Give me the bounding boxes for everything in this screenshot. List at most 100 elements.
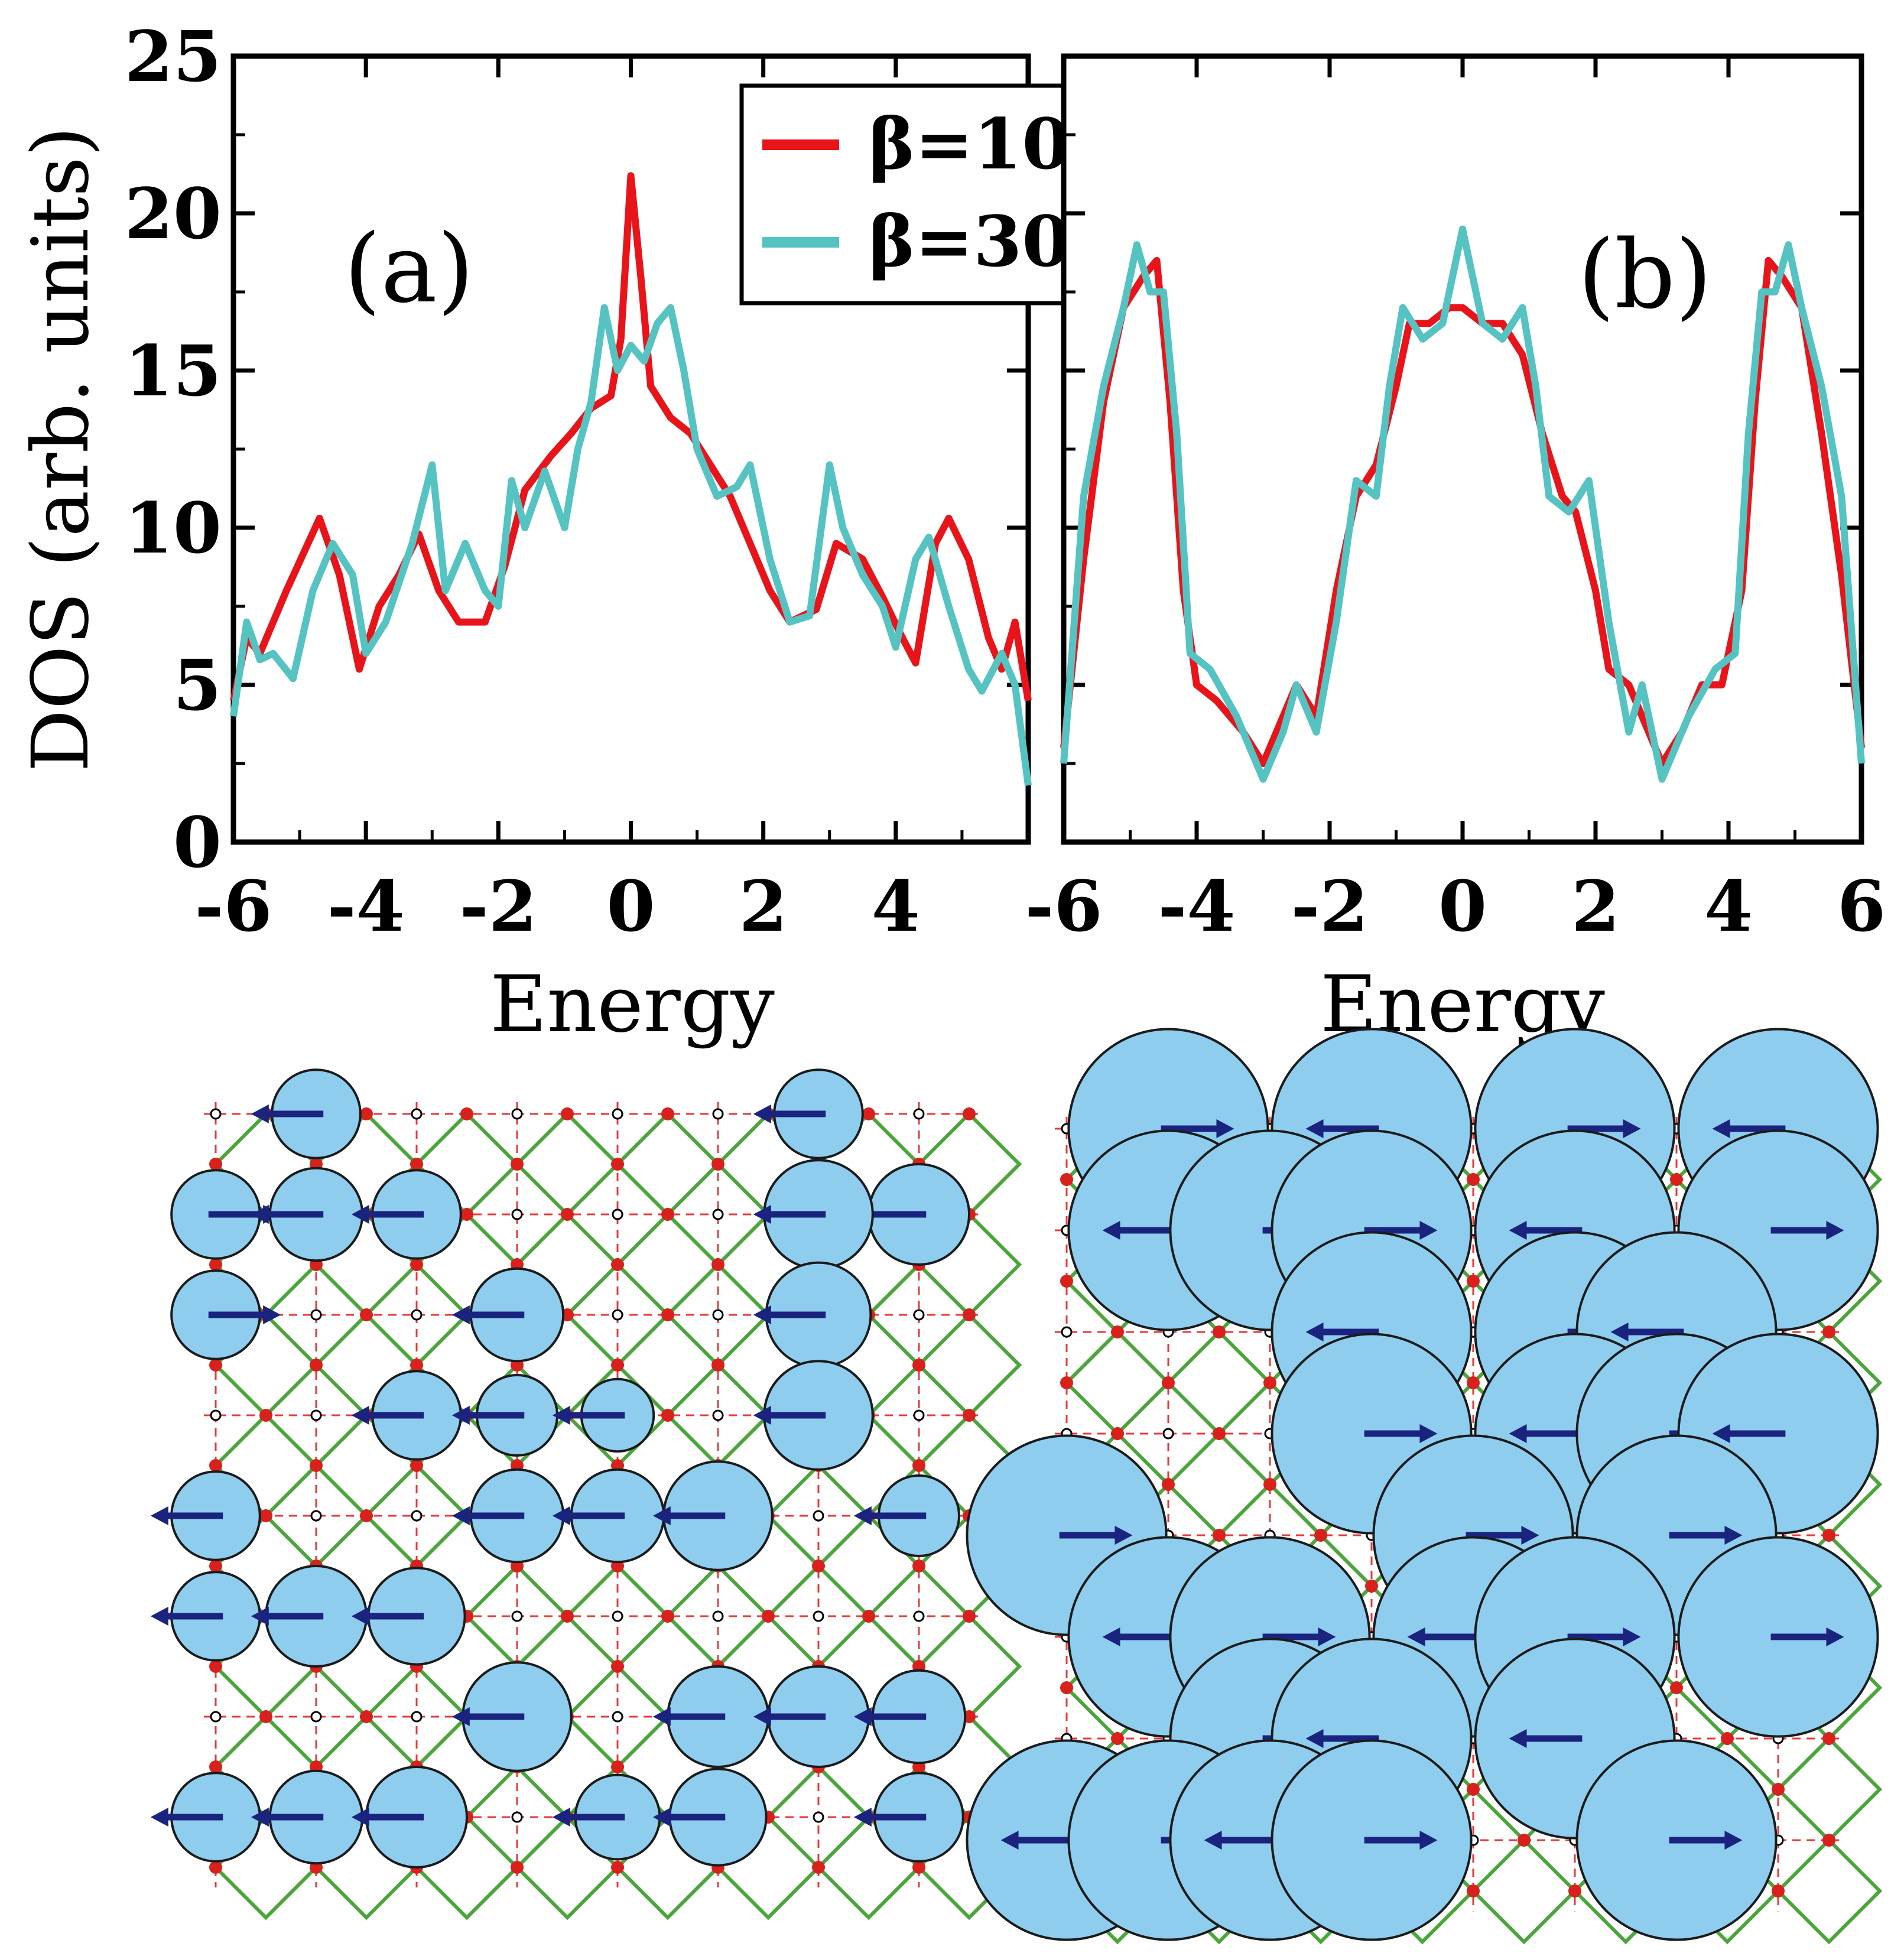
site-dot-a — [511, 1158, 524, 1171]
site-dot-a — [661, 1107, 674, 1120]
site-dot-b — [1467, 1173, 1480, 1186]
vertex-marker-a — [813, 1610, 824, 1622]
site-dot-b — [1670, 1681, 1683, 1694]
spin-arrow-head-a — [251, 1607, 269, 1626]
spin-arrow-head-a — [351, 1406, 369, 1425]
site-dot-a — [611, 1861, 624, 1874]
site-dot-b — [1721, 1732, 1734, 1745]
site-dot-a — [209, 1760, 222, 1773]
site-dot-a — [661, 1208, 674, 1221]
site-dot-b — [1213, 1529, 1226, 1542]
panel-label-b: (b) — [1578, 219, 1712, 330]
y-tick-label: 5 — [173, 644, 222, 726]
spin-arrow-head-a — [652, 1506, 671, 1525]
vertex-marker-a — [712, 1409, 724, 1421]
site-dot-a — [963, 1610, 976, 1623]
site-dot-a — [209, 1660, 222, 1673]
spin-arrow-head-b — [1712, 1119, 1730, 1138]
site-dot-a — [812, 1559, 825, 1572]
site-dot-a — [611, 1660, 624, 1673]
spin-arrow-head-a — [853, 1808, 872, 1827]
diamond-plaquette-b — [1775, 1736, 1883, 1843]
site-dot-b — [1670, 1173, 1683, 1186]
spin-arrow-head-a — [853, 1506, 872, 1525]
site-dot-a — [963, 1409, 976, 1422]
site-dot-b — [1213, 1325, 1226, 1338]
series-line-beta-300-a — [230, 304, 1032, 786]
diamond-plaquette-b — [1775, 1837, 1883, 1945]
vertex-marker-a — [712, 1610, 724, 1622]
spin-arrow-head-a — [552, 1506, 570, 1525]
spin-arrow-head-b — [1509, 1729, 1527, 1748]
series-b — [1060, 225, 1865, 783]
spin-arrow-head-b — [1826, 1221, 1844, 1240]
vertex-marker-a — [511, 1610, 523, 1622]
site-dot-b — [1467, 1783, 1480, 1796]
series-line-beta-10-a — [230, 172, 1032, 701]
spin-arrow-head-b — [1102, 1221, 1120, 1240]
vertex-marker-a — [913, 1409, 925, 1421]
panel-label-a: (a) — [344, 213, 474, 324]
site-dot-b — [1772, 1783, 1785, 1796]
spin-arrow-head-b — [1115, 1526, 1133, 1545]
spin-arrow-head-b — [1419, 1221, 1438, 1240]
vertex-marker-a — [310, 1309, 322, 1321]
vertex-marker-a — [813, 1811, 824, 1823]
site-dot-a — [209, 1258, 222, 1271]
spin-arrow-head-a — [451, 1305, 470, 1324]
spin-arrow-head-b — [1623, 1627, 1641, 1646]
series-line-beta-300-b — [1060, 225, 1865, 783]
site-dot-a — [963, 1107, 976, 1120]
site-dot-a — [711, 1158, 724, 1171]
ticks-b: -6 -4 -2 0 2 4 6 — [1025, 54, 1886, 947]
x-tick-label-b: -4 — [1158, 865, 1235, 947]
vertex-marker-a — [913, 1309, 925, 1321]
vertex-marker-a — [913, 1610, 925, 1622]
site-dot-a — [460, 1107, 473, 1120]
site-dot-b — [1568, 1884, 1581, 1897]
vertex-marker-a — [612, 1309, 623, 1321]
spin-arrow-head-b — [1102, 1627, 1120, 1646]
site-dot-a — [963, 1308, 976, 1321]
spin-arrow-head-b — [1521, 1526, 1539, 1545]
site-dot-a — [561, 1610, 574, 1623]
vertex-marker-a — [712, 1108, 724, 1120]
site-dot-b — [1060, 1681, 1073, 1694]
spin-arrow-head-a — [652, 1707, 671, 1726]
vertex-marker-a — [411, 1309, 423, 1321]
spin-arrow-head-b — [1305, 1323, 1324, 1341]
spin-arrow-head-b — [1610, 1323, 1629, 1341]
site-dot-a — [912, 1861, 925, 1874]
site-dot-a — [360, 1107, 373, 1120]
diamond-plaquette-a — [615, 1211, 721, 1318]
site-dot-a — [259, 1509, 272, 1522]
site-dot-a — [862, 1107, 875, 1120]
site-dot-b — [1518, 1834, 1531, 1847]
site-dot-a — [259, 1710, 272, 1723]
vertex-marker-a — [210, 1409, 222, 1421]
spin-arrow-head-b — [1000, 1831, 1019, 1850]
vertex-marker-a — [612, 1108, 623, 1120]
vertex-marker-a — [210, 1711, 222, 1723]
vertex-marker-b — [1162, 1428, 1174, 1440]
series-a — [230, 172, 1032, 786]
x-tick-label-a: 0 — [606, 865, 655, 947]
diamond-plaquette-b — [1470, 1837, 1578, 1945]
site-dot-a — [661, 1308, 674, 1321]
lattice-illustration-b — [966, 1028, 1883, 1945]
site-dot-b — [1822, 1834, 1835, 1847]
site-dot-b — [1060, 1275, 1073, 1288]
spin-arrow-head-a — [552, 1406, 570, 1425]
site-dot-b — [1314, 1529, 1327, 1542]
spin-arrow-head-b — [1216, 1119, 1234, 1138]
spin-arrow-head-a — [753, 1205, 771, 1224]
ticks-a: -6 -4 -2 0 2 4 0 5 10 15 20 25 — [125, 15, 1028, 947]
diamond-plaquette-a — [615, 1111, 721, 1217]
site-dot-a — [209, 1559, 222, 1572]
x-tick-label-a: 4 — [872, 865, 920, 947]
site-dot-a — [209, 1459, 222, 1472]
site-dot-a — [711, 1359, 724, 1372]
site-dot-b — [1467, 1884, 1480, 1897]
site-dot-a — [360, 1308, 373, 1321]
site-dot-b — [1263, 1478, 1276, 1491]
